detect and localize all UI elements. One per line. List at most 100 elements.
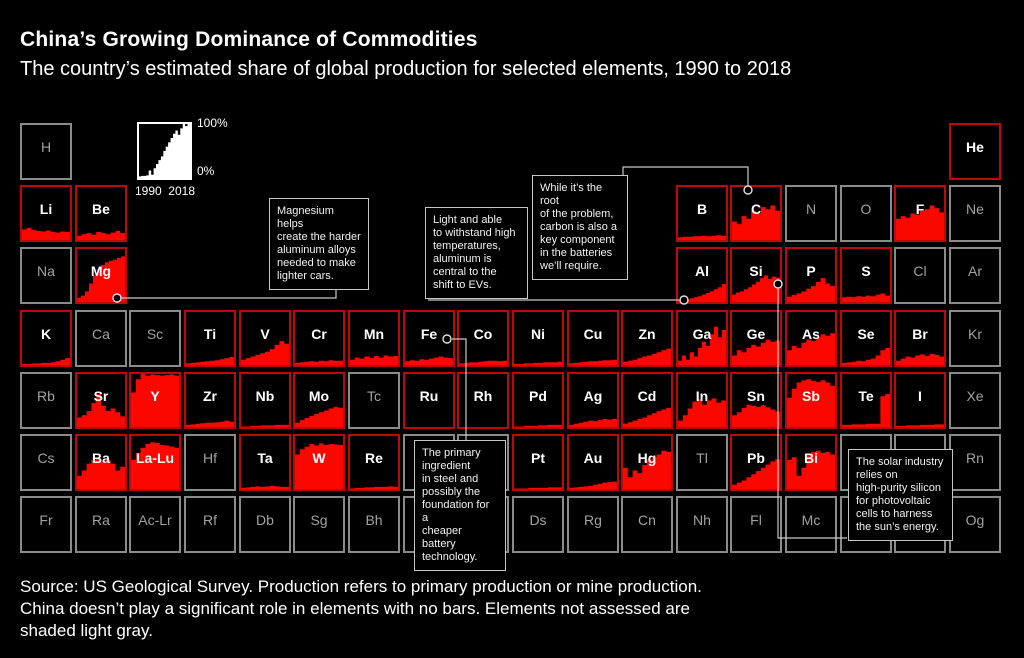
element-symbol: S — [861, 263, 871, 279]
element-symbol: Cl — [913, 263, 927, 279]
element-symbol: P — [806, 263, 816, 279]
element-cell-cn: Cn — [621, 496, 673, 553]
element-symbol: H — [40, 139, 52, 155]
element-cell-s: S — [840, 247, 892, 304]
element-cell-cl: Cl — [894, 247, 946, 304]
element-trend-chart — [623, 450, 671, 489]
element-trend-chart — [295, 360, 343, 365]
element-symbol: Tl — [696, 450, 708, 466]
element-trend-chart — [732, 339, 780, 365]
element-cell-li: Li — [20, 185, 72, 242]
element-symbol: Co — [473, 326, 493, 342]
element-trend-chart — [569, 419, 617, 427]
element-trend-chart — [732, 275, 780, 302]
element-trend-chart — [623, 348, 671, 365]
element-symbol: Si — [749, 263, 763, 279]
element-symbol: Mg — [90, 263, 112, 279]
element-cell-ti: Ti — [184, 310, 236, 367]
element-symbol: Og — [965, 512, 985, 528]
legend-box — [137, 122, 192, 180]
element-cell-n: N — [785, 185, 837, 242]
element-cell-na: Na — [20, 247, 72, 304]
element-symbol: Ds — [529, 512, 547, 528]
element-cell-sb: Sb — [785, 372, 837, 429]
element-symbol: Zr — [203, 388, 217, 404]
element-symbol: Cu — [583, 326, 603, 342]
element-symbol: O — [860, 201, 872, 217]
element-cell-ag: Ag — [567, 372, 619, 429]
element-trend-chart — [241, 485, 289, 489]
element-trend-chart — [896, 424, 944, 427]
element-trend-chart — [131, 442, 179, 489]
element-cell-ds: Ds — [512, 496, 564, 553]
element-cell-br: Br — [894, 310, 946, 367]
element-cell-he: He — [949, 123, 1001, 180]
element-symbol: Ru — [419, 388, 439, 404]
element-cell-ru: Ru — [403, 372, 455, 429]
element-symbol: Se — [857, 326, 875, 342]
element-cell-k: K — [20, 310, 72, 367]
element-cell-mg: Mg — [75, 247, 127, 304]
element-cell-hf: Hf — [184, 434, 236, 491]
element-cell-rf: Rf — [184, 496, 236, 553]
element-cell-ni: Ni — [512, 310, 564, 367]
element-symbol: Br — [912, 326, 928, 342]
element-cell-fr: Fr — [20, 496, 72, 553]
element-cell-hg: Hg — [621, 434, 673, 491]
element-symbol: Cr — [311, 326, 327, 342]
element-trend-chart — [241, 424, 289, 427]
element-cell-y: Y — [129, 372, 181, 429]
element-symbol: As — [802, 326, 820, 342]
source-note: Source: US Geological Survey. Production… — [20, 577, 702, 640]
element-cell-cu: Cu — [567, 310, 619, 367]
element-trend-chart — [569, 359, 617, 365]
element-trend-chart — [623, 407, 671, 427]
element-cell-fl: Fl — [730, 496, 782, 553]
element-symbol: Sb — [802, 388, 820, 404]
element-trend-chart — [678, 235, 726, 240]
element-trend-chart — [131, 374, 179, 427]
element-trend-chart — [22, 227, 70, 240]
element-trend-chart — [459, 360, 507, 365]
element-trend-chart — [842, 394, 890, 427]
element-cell-la-lu: La-Lu — [129, 434, 181, 491]
element-symbol: Xe — [966, 388, 984, 404]
element-cell-nb: Nb — [239, 372, 291, 429]
element-cell-ta: Ta — [239, 434, 291, 491]
element-cell-ca: Ca — [75, 310, 127, 367]
element-symbol: Rb — [37, 388, 55, 404]
element-trend-chart — [514, 424, 562, 427]
element-cell-al: Al — [676, 247, 728, 304]
element-trend-chart — [842, 293, 890, 302]
element-cell-og: Og — [949, 496, 1001, 553]
element-cell-sc: Sc — [129, 310, 181, 367]
element-trend-chart — [77, 256, 125, 302]
element-cell-sn: Sn — [730, 372, 782, 429]
element-cell-re: Re — [348, 434, 400, 491]
element-symbol: Tc — [367, 388, 381, 404]
element-symbol: Mc — [801, 512, 821, 528]
element-cell-xe: Xe — [949, 372, 1001, 429]
element-symbol: Ti — [203, 326, 217, 342]
element-symbol: Kr — [968, 326, 982, 342]
element-cell-in: In — [676, 372, 728, 429]
element-cell-tl: Tl — [676, 434, 728, 491]
element-symbol: Nb — [255, 388, 275, 404]
element-symbol: Ta — [257, 450, 273, 466]
element-trend-chart — [842, 348, 890, 365]
element-cell-o: O — [840, 185, 892, 242]
element-cell-au: Au — [567, 434, 619, 491]
element-symbol: Rh — [473, 388, 493, 404]
element-cell-pb: Pb — [730, 434, 782, 491]
element-cell-ra: Ra — [75, 496, 127, 553]
element-trend-chart — [732, 205, 780, 240]
element-symbol: V — [260, 326, 270, 342]
element-cell-be: Be — [75, 185, 127, 242]
element-symbol: Cn — [638, 512, 656, 528]
element-cell-ga: Ga — [676, 310, 728, 367]
element-symbol: Ra — [92, 512, 110, 528]
element-trend-chart — [514, 361, 562, 365]
element-symbol: Pb — [747, 450, 765, 466]
element-cell-kr: Kr — [949, 310, 1001, 367]
page-subtitle: The country’s estimated share of global … — [20, 58, 792, 80]
